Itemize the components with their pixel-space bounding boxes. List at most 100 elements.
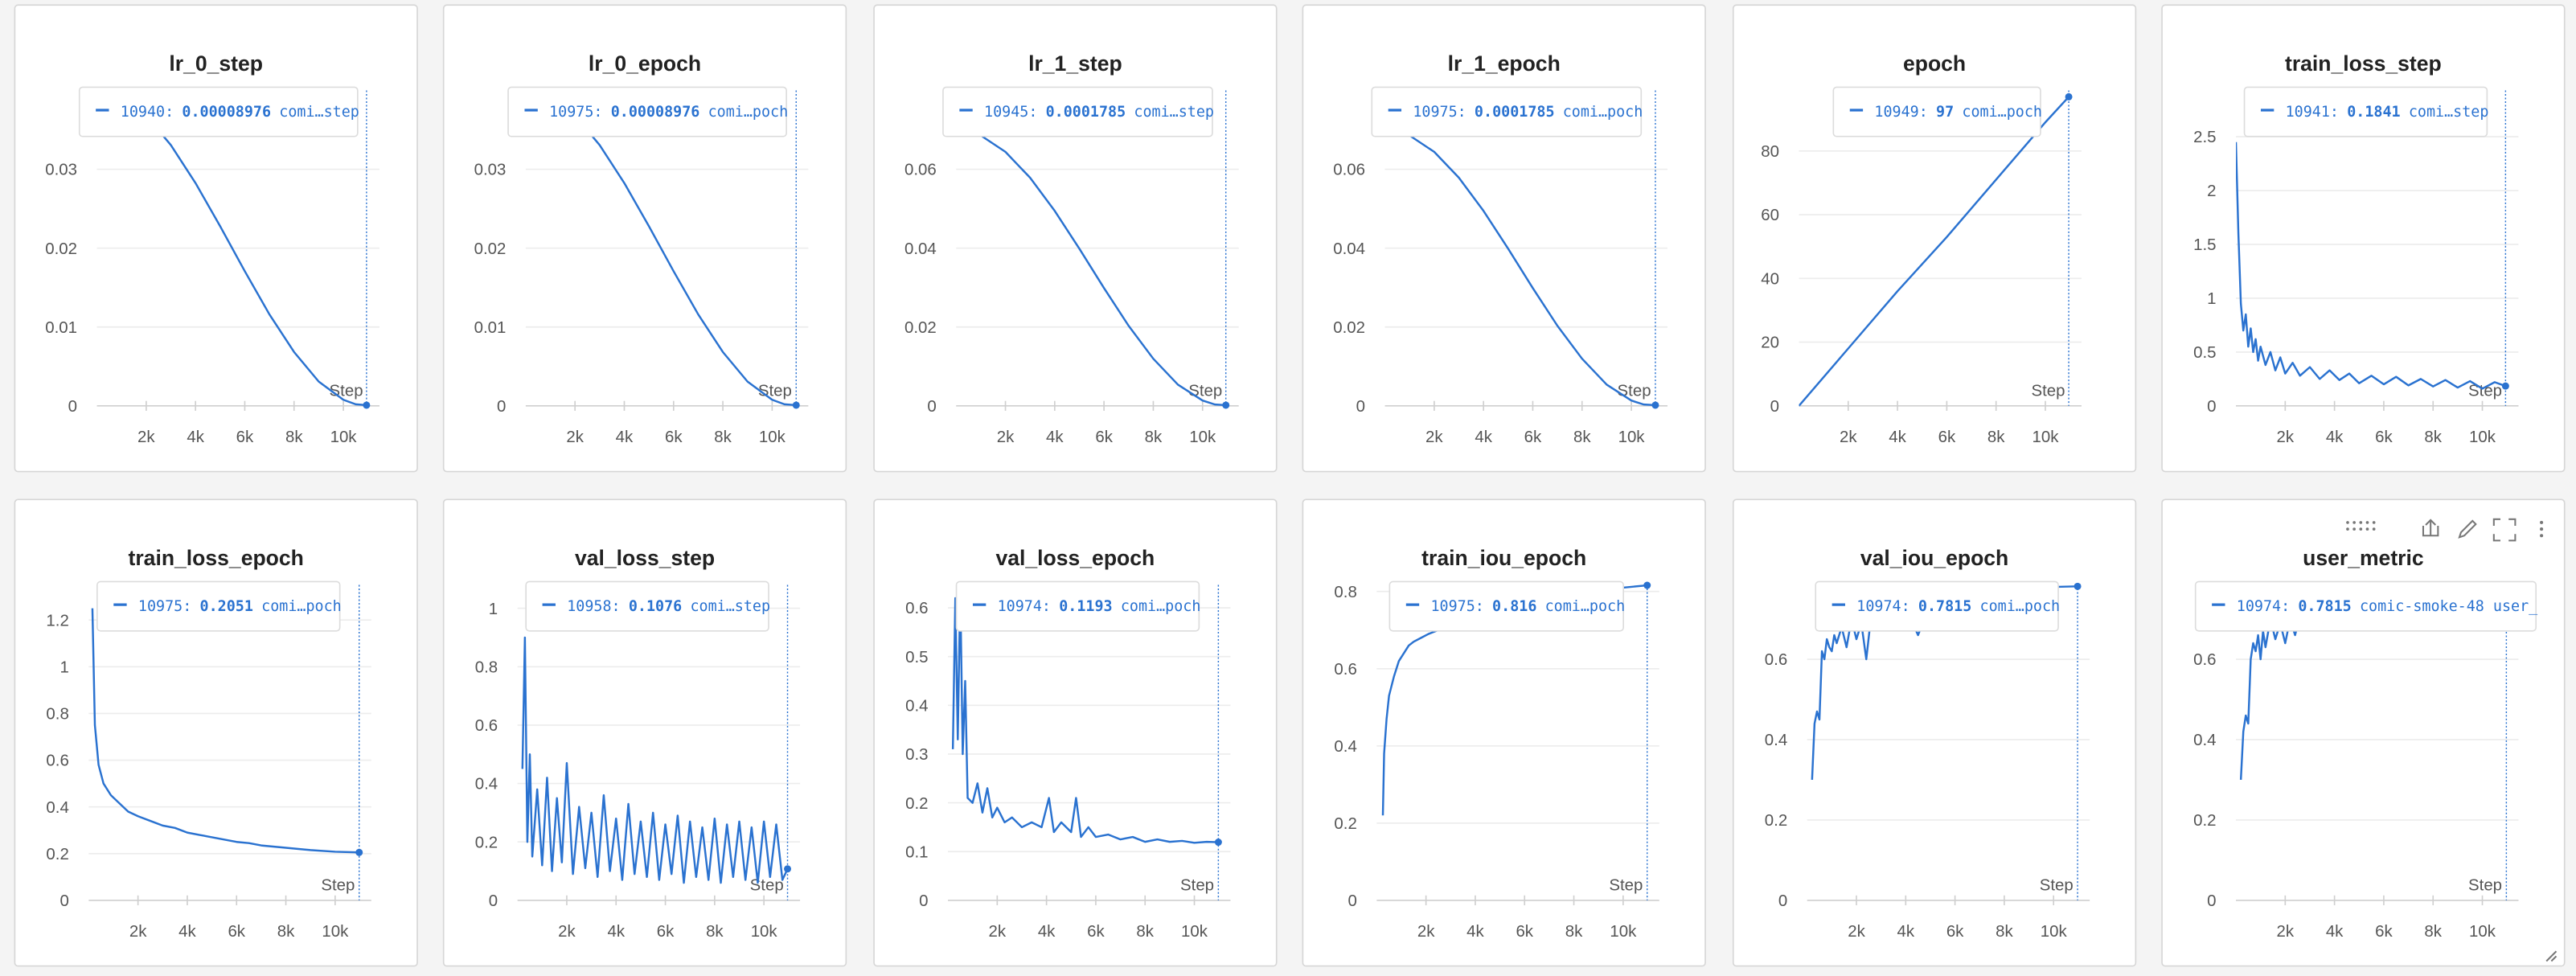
y-tick-label: 0.06 — [904, 162, 937, 179]
x-axis-label: Step — [2468, 383, 2502, 400]
edit-icon[interactable] — [2458, 519, 2477, 539]
y-tick-label: 0.2 — [46, 846, 68, 863]
x-tick-label: 8k — [2424, 923, 2442, 941]
tooltip-text: 10949: 97 comi…poch — [1874, 104, 2042, 121]
x-tick-label: 10k — [2032, 429, 2060, 446]
tooltip-value: 0.1841 — [2347, 104, 2400, 121]
drag-handle[interactable] — [2346, 521, 2376, 531]
y-tick-label: 2 — [2207, 182, 2216, 200]
y-tick-label: 0 — [68, 398, 77, 416]
x-tick-label: 10k — [2469, 429, 2496, 446]
x-tick-label: 8k — [1987, 429, 2005, 446]
x-tick-label: 6k — [1516, 923, 1533, 941]
chart-title: lr_0_epoch — [589, 51, 701, 76]
x-tick-label: 2k — [1425, 429, 1443, 446]
tooltip-box — [2194, 580, 2537, 632]
y-tick-label: 0 — [927, 398, 936, 416]
tooltip-text: 10941: 0.1841 comi…step — [2286, 104, 2489, 121]
chart-title: lr_1_epoch — [1448, 51, 1561, 76]
x-tick-label: 2k — [558, 923, 576, 941]
y-tick-label: 0.4 — [46, 799, 68, 817]
end-point — [792, 401, 800, 409]
tooltip-box — [96, 580, 341, 632]
x-tick-label: 2k — [1840, 429, 1857, 446]
y-tick-label: 0 — [1770, 398, 1779, 416]
data-line — [951, 587, 1219, 844]
more-icon[interactable] — [2540, 520, 2544, 538]
y-tick-label: 0.2 — [1334, 815, 1356, 833]
tooltip-step: 10940: — [121, 104, 174, 121]
y-tick-label: 0.6 — [905, 600, 928, 617]
end-point — [2065, 92, 2073, 100]
x-tick-label: 2k — [129, 923, 147, 941]
resize-handle[interactable] — [2545, 950, 2558, 962]
y-tick-label: 0.01 — [474, 319, 507, 337]
panel-toolbar — [2346, 518, 2558, 962]
x-axis-label: Step — [330, 383, 363, 400]
tooltip-value: 0.1193 — [1059, 598, 1112, 615]
y-tick-label: 0.2 — [475, 834, 498, 851]
tooltip-box — [78, 86, 359, 137]
x-tick-label: 10k — [2041, 923, 2068, 941]
x-tick-label: 8k — [1565, 923, 1583, 941]
tooltip-value: 0.00008976 — [182, 104, 271, 121]
data-line — [521, 636, 789, 884]
chart-panel: val_iou_epoch 0 0.2 0.4 0.6 2k 4k 6k 8k 10k Step 10… — [1732, 498, 2137, 967]
y-tick-label: 0.2 — [905, 795, 928, 813]
chart-panel: lr_0_step 0 0.01 0.02 0.03 2k 4k 6k 8k 10k Step 109… — [14, 4, 418, 473]
y-tick-label: 0.8 — [1334, 584, 1356, 601]
x-tick-label: 4k — [616, 429, 634, 446]
tooltip-value: 0.2051 — [200, 598, 253, 615]
end-point — [2074, 582, 2082, 590]
x-tick-label: 8k — [285, 429, 303, 446]
tooltip-box — [1371, 86, 1643, 137]
x-tick-label: 4k — [178, 923, 196, 941]
x-tick-label: 2k — [1417, 923, 1435, 941]
end-point — [1643, 581, 1651, 589]
fullscreen-icon[interactable] — [2492, 518, 2517, 542]
x-tick-label: 10k — [759, 429, 786, 446]
y-tick-label: 0.04 — [1333, 240, 1365, 258]
y-tick-label: 0.6 — [475, 717, 498, 735]
chart-panel: train_iou_epoch 0 0.2 0.4 0.6 0.8 2k 4k 6k 8k 10k S… — [1302, 498, 1706, 967]
end-point — [363, 401, 371, 409]
tooltip-value: 0.7815 — [1918, 598, 1971, 615]
x-tick-label: 2k — [137, 429, 155, 446]
tooltip-value: 0.1076 — [629, 598, 682, 615]
tooltip-value: 0.0001785 — [1046, 104, 1126, 121]
tooltip-box — [2243, 86, 2488, 137]
y-tick-label: 0.8 — [46, 706, 68, 724]
x-tick-label: 2k — [997, 429, 1015, 446]
chart-panel: train_loss_epoch 0 0.2 0.4 0.6 0.8 1 1.2 2k 4k 6k 8… — [14, 498, 418, 967]
y-tick-label: 0.03 — [474, 162, 507, 179]
chart-panel: val_loss_epoch 0 0.1 0.2 0.3 0.4 0.5 0.6 2k 4k 6k 8… — [873, 498, 1278, 967]
x-tick-label: 10k — [322, 923, 349, 941]
y-tick-label: 60 — [1761, 207, 1779, 224]
tooltip-text: 10975: 0.2051 comi…poch — [138, 598, 342, 615]
chart-title: lr_1_step — [1028, 51, 1122, 76]
tooltip-run: comi…step — [2409, 104, 2489, 121]
chart-title: user_metric — [2303, 546, 2424, 570]
y-tick-label: 0 — [1347, 892, 1356, 910]
x-axis-label: Step — [1188, 383, 1222, 400]
x-axis-label: Step — [2468, 877, 2502, 895]
x-tick-label: 6k — [1946, 923, 1964, 941]
x-tick-label: 10k — [2469, 923, 2496, 941]
x-tick-label: 6k — [657, 923, 675, 941]
x-axis-label: Step — [2040, 877, 2074, 895]
x-axis-label: Step — [1609, 877, 1643, 895]
x-tick-label: 8k — [1573, 429, 1591, 446]
share-icon[interactable] — [2422, 519, 2439, 537]
x-tick-label: 6k — [1087, 923, 1105, 941]
tooltip-box — [942, 86, 1213, 137]
y-tick-label: 0.2 — [1765, 812, 1787, 830]
x-tick-label: 8k — [277, 923, 295, 941]
y-tick-label: 0.4 — [2193, 732, 2216, 749]
tooltip-text: 10945: 0.0001785 comi…step — [984, 104, 1214, 121]
tooltip-step: 10975: — [1430, 598, 1483, 615]
x-tick-label: 8k — [1136, 923, 1154, 941]
x-tick-label: 6k — [236, 429, 254, 446]
